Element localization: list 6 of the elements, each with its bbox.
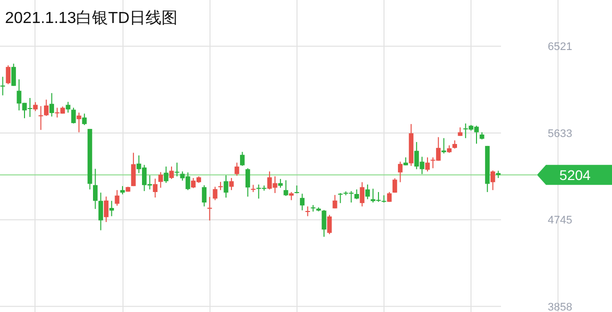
y-tick-label: 6521: [548, 41, 572, 54]
y-tick-label: 5633: [548, 128, 572, 140]
y-tick-label: 4745: [548, 214, 572, 227]
ref-line-label: 5204: [559, 166, 591, 183]
y-tick-label: 3858: [548, 301, 572, 312]
text: 2021.1.13白银TD日线图: [5, 9, 178, 27]
